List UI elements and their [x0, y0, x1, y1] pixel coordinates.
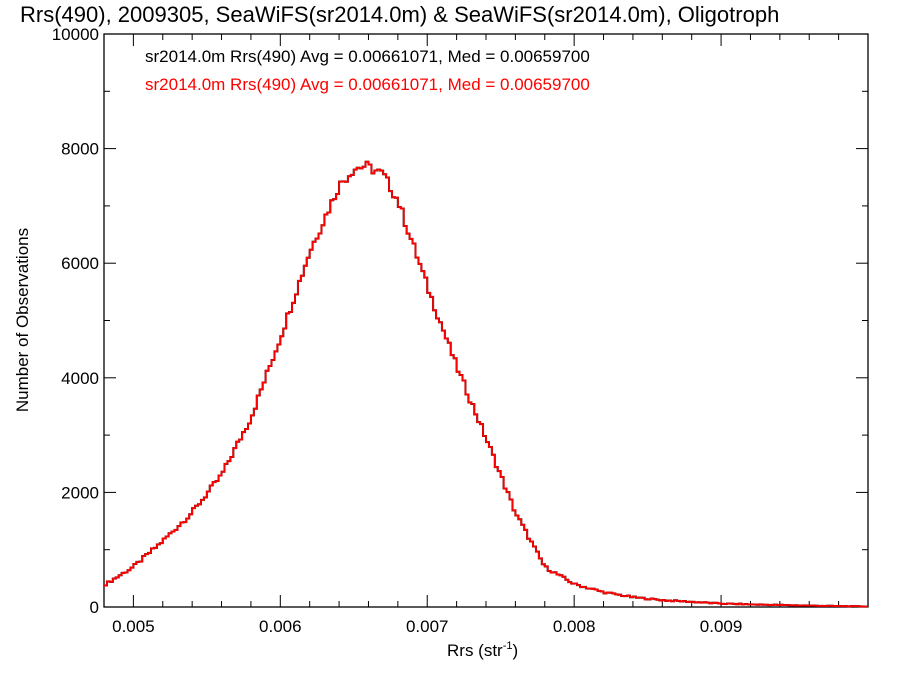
x-axis-label-main: Rrs (str [447, 641, 503, 660]
x-axis-label: Rrs (str-1) [447, 640, 518, 660]
y-tick-label: 10000 [52, 25, 99, 44]
plot-frame [103, 33, 869, 608]
series-group [104, 160, 868, 608]
legend-entry-red: sr2014.0m Rrs(490) Avg = 0.00661071, Med… [145, 75, 590, 94]
x-tick-label: 0.007 [406, 617, 449, 636]
y-tick-label: 6000 [61, 254, 99, 273]
y-tick-label: 8000 [61, 140, 99, 159]
x-axis-label-end: ) [513, 641, 519, 660]
x-tick-label: 0.009 [700, 617, 743, 636]
svg-text:Rrs (str-1): Rrs (str-1) [447, 640, 518, 660]
plot-area: 0.005 0.006 0.007 0.008 0.009 0 2000 4000 6000 80… [52, 25, 869, 636]
y-tick-label: 0 [90, 598, 99, 617]
histogram-series-red [104, 160, 868, 608]
x-axis-label-superscript: -1 [503, 640, 513, 652]
y-tick-label: 4000 [61, 369, 99, 388]
x-tick-label: 0.006 [259, 617, 302, 636]
histogram-series-black [104, 160, 868, 608]
x-tick-label: 0.008 [553, 617, 596, 636]
legend-entry-black: sr2014.0m Rrs(490) Avg = 0.00661071, Med… [145, 47, 590, 66]
axis-ticks: 0.005 0.006 0.007 0.008 0.009 0 2000 4000 6000 80… [52, 25, 868, 636]
legend: sr2014.0m Rrs(490) Avg = 0.00661071, Med… [145, 47, 590, 94]
y-tick-label: 2000 [61, 483, 99, 502]
chart-title: Rrs(490), 2009305, SeaWiFS(sr2014.0m) & … [20, 2, 779, 27]
x-tick-label: 0.005 [112, 617, 155, 636]
y-axis-label: Number of Observations [13, 228, 32, 412]
